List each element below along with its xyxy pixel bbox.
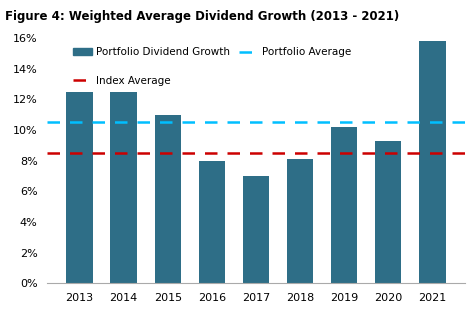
Bar bbox=[66, 91, 93, 283]
Legend: Index Average: Index Average bbox=[73, 76, 171, 86]
Bar bbox=[155, 115, 181, 283]
Text: Figure 4: Weighted Average Dividend Growth (2013 - 2021): Figure 4: Weighted Average Dividend Grow… bbox=[5, 10, 399, 23]
Bar bbox=[331, 127, 357, 283]
Bar bbox=[110, 91, 137, 283]
Bar bbox=[287, 159, 313, 283]
Bar bbox=[375, 141, 401, 283]
Bar bbox=[419, 41, 446, 283]
Bar bbox=[199, 161, 225, 283]
Bar bbox=[243, 176, 269, 283]
